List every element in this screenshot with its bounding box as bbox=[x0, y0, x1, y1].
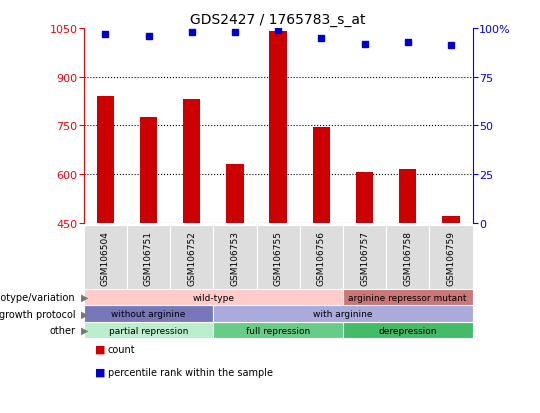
Text: GSM106504: GSM106504 bbox=[101, 230, 110, 285]
Bar bbox=[399, 170, 416, 223]
Text: genotype/variation: genotype/variation bbox=[0, 292, 76, 302]
Bar bbox=[313, 128, 330, 223]
Text: GSM106755: GSM106755 bbox=[274, 230, 282, 285]
Text: wild-type: wild-type bbox=[192, 293, 234, 302]
Text: with arginine: with arginine bbox=[313, 309, 373, 318]
Text: without arginine: without arginine bbox=[111, 309, 186, 318]
Text: growth protocol: growth protocol bbox=[0, 309, 76, 319]
Text: count: count bbox=[108, 344, 136, 354]
Text: GSM106757: GSM106757 bbox=[360, 230, 369, 285]
Bar bbox=[140, 118, 157, 223]
Text: arginine repressor mutant: arginine repressor mutant bbox=[348, 293, 467, 302]
Bar bbox=[269, 32, 287, 223]
Text: full repression: full repression bbox=[246, 326, 310, 335]
Text: other: other bbox=[50, 325, 76, 335]
Text: ▶: ▶ bbox=[81, 309, 89, 319]
Bar bbox=[97, 97, 114, 223]
Bar bbox=[356, 173, 373, 223]
Text: GSM106751: GSM106751 bbox=[144, 230, 153, 285]
Bar bbox=[442, 216, 460, 223]
Text: GSM106752: GSM106752 bbox=[187, 230, 196, 285]
Bar bbox=[226, 165, 244, 223]
Text: partial repression: partial repression bbox=[109, 326, 188, 335]
Text: GSM106753: GSM106753 bbox=[231, 230, 239, 285]
Bar bbox=[183, 100, 200, 223]
Text: ■: ■ bbox=[94, 367, 105, 377]
Text: GSM106758: GSM106758 bbox=[403, 230, 412, 285]
Title: GDS2427 / 1765783_s_at: GDS2427 / 1765783_s_at bbox=[191, 12, 366, 26]
Text: GSM106759: GSM106759 bbox=[447, 230, 455, 285]
Text: derepression: derepression bbox=[379, 326, 437, 335]
Text: GSM106756: GSM106756 bbox=[317, 230, 326, 285]
Text: percentile rank within the sample: percentile rank within the sample bbox=[108, 367, 273, 377]
Text: ▶: ▶ bbox=[81, 292, 89, 302]
Text: ■: ■ bbox=[94, 344, 105, 354]
Text: ▶: ▶ bbox=[81, 325, 89, 335]
